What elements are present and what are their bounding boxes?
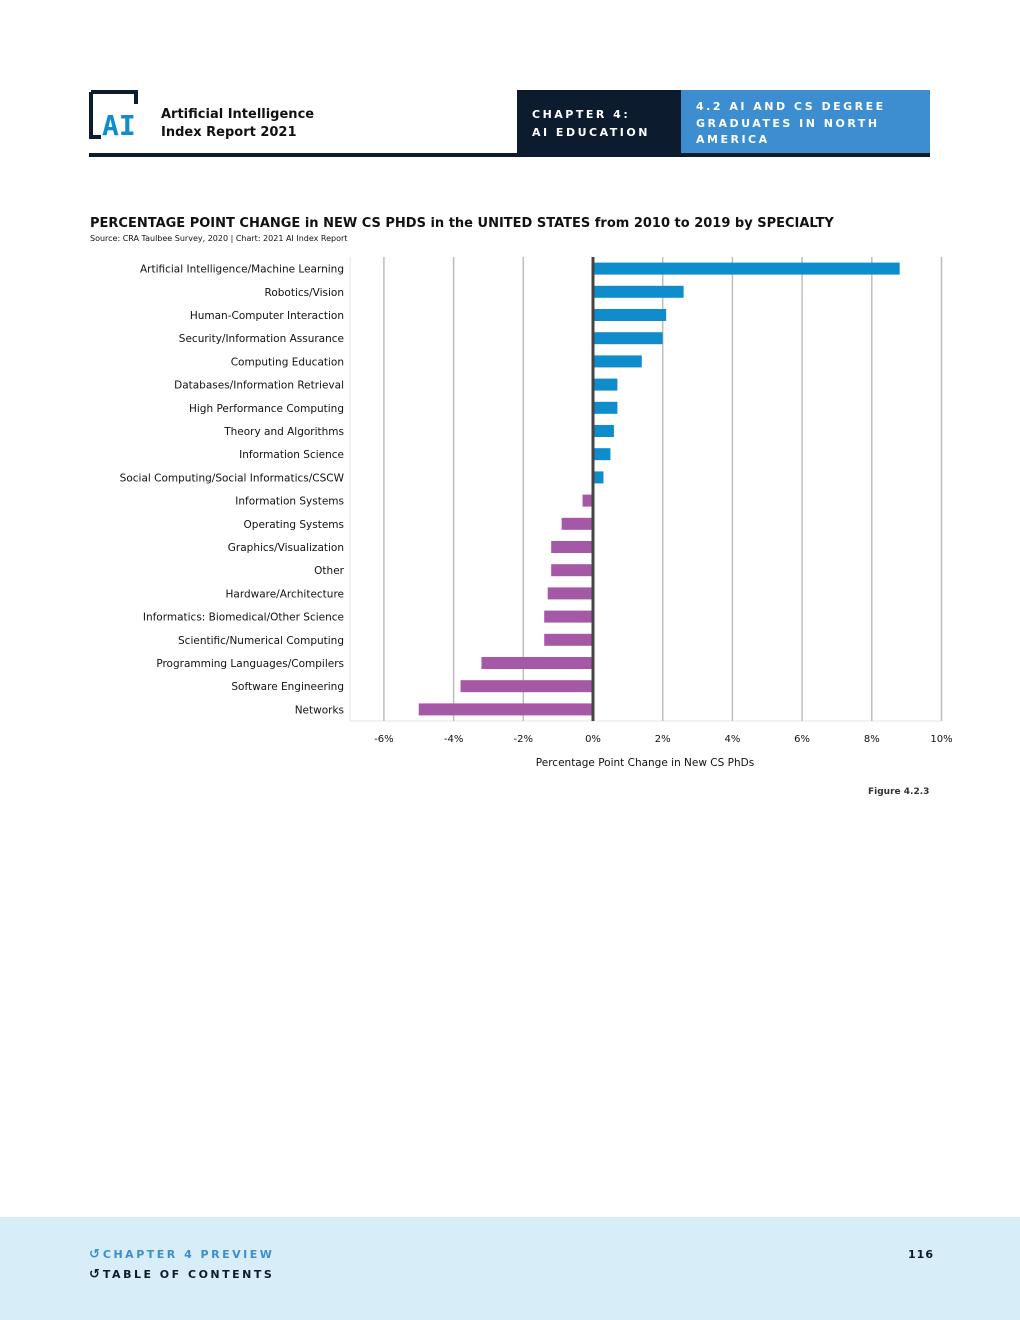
- bar: [593, 309, 667, 321]
- grid-layer: [349, 257, 943, 722]
- bar: [593, 401, 618, 414]
- x-tick-label: -4%: [444, 734, 463, 745]
- x-axis-title: Percentage Point Change in New CS PhDs: [536, 757, 754, 769]
- page-number: 116: [908, 1248, 934, 1261]
- bar: [593, 262, 900, 275]
- bar: [582, 494, 593, 507]
- category-label: Information Systems: [235, 496, 344, 508]
- section-line2: GRADUATES IN NORTH: [696, 116, 880, 130]
- category-label: Informatics: Biomedical/Other Science: [143, 612, 344, 624]
- category-label: High Performance Computing: [189, 403, 344, 415]
- section-line3: AMERICA: [696, 133, 770, 146]
- bar: [593, 448, 611, 461]
- category-label: Programming Languages/Compilers: [156, 658, 344, 670]
- section-box: 4.2 AI AND CS DEGREE GRADUATES IN NORTH …: [681, 90, 930, 153]
- x-tick-label: 4%: [724, 734, 740, 745]
- category-label: Graphics/Visualization: [228, 542, 344, 554]
- bar: [460, 680, 593, 693]
- return-arrow-icon: ↺: [89, 1247, 100, 1262]
- category-label: Software Engineering: [231, 681, 344, 693]
- header-divider: [89, 153, 930, 157]
- x-tick-label: 10%: [930, 734, 952, 745]
- category-label: Human-Computer Interaction: [190, 310, 344, 322]
- bar-layer: [418, 262, 900, 716]
- bar: [593, 285, 684, 298]
- chapter-line1: CHAPTER 4:: [532, 108, 631, 121]
- category-label: Other: [314, 565, 344, 577]
- bar-chart: Artificial Intelligence/Machine Learning…: [120, 257, 953, 769]
- table-of-contents-link[interactable]: ↺ TABLE OF CONTENTS: [89, 1267, 274, 1282]
- x-tick-label: 8%: [864, 734, 880, 745]
- bar: [544, 633, 593, 646]
- bar: [544, 610, 593, 623]
- category-label: Operating Systems: [244, 519, 344, 531]
- section-line1: 4.2 AI AND CS DEGREE: [696, 100, 886, 113]
- category-label: Security/Information Assurance: [179, 333, 344, 345]
- tick-label-layer: -6% -4% -2% 0% 2% 4% 6% 8% 10%: [374, 734, 952, 745]
- x-tick-label: 0%: [585, 734, 601, 745]
- footer: ↺ CHAPTER 4 PREVIEW ↺ TABLE OF CONTENTS 11…: [0, 1217, 1020, 1320]
- category-label: Information Science: [239, 449, 344, 461]
- x-tick-label: 2%: [655, 734, 671, 745]
- category-label: Scientific/Numerical Computing: [178, 635, 344, 647]
- category-label: Theory and Algorithms: [223, 426, 344, 438]
- bar: [593, 425, 614, 437]
- x-tick-label: -2%: [514, 734, 533, 745]
- bar: [593, 471, 604, 484]
- chapter-line2: AI EDUCATION: [532, 126, 650, 139]
- bar: [593, 355, 642, 368]
- table-of-contents-label: TABLE OF CONTENTS: [102, 1268, 275, 1281]
- report-title-line1: Artificial Intelligence: [161, 107, 315, 122]
- bar: [551, 541, 593, 553]
- bar: [593, 378, 618, 391]
- chart-source: Source: CRA Taulbee Survey, 2020 | Chart…: [90, 234, 348, 243]
- category-label: Social Computing/Social Informatics/CSCW: [120, 472, 345, 484]
- report-title-line2: Index Report 2021: [161, 125, 297, 140]
- report-header: AI Artificial Intelligence Index Report …: [89, 90, 930, 157]
- category-label-layer: Artificial Intelligence/Machine Learning…: [120, 264, 345, 717]
- category-label: Computing Education: [231, 356, 344, 368]
- bar: [418, 703, 593, 716]
- ai-index-logo: AI: [89, 90, 138, 142]
- bar: [551, 564, 593, 577]
- bar: [547, 587, 593, 600]
- category-label: Artificial Intelligence/Machine Learning: [140, 264, 344, 276]
- category-label: Networks: [295, 704, 344, 716]
- category-label: Hardware/Architecture: [225, 588, 344, 600]
- report-title: Artificial Intelligence Index Report 202…: [161, 106, 314, 142]
- bar: [481, 657, 593, 669]
- x-tick-label: -6%: [374, 734, 393, 745]
- logo-text: AI: [102, 109, 136, 142]
- bar: [593, 332, 663, 345]
- figure-label: Figure 4.2.3: [868, 787, 930, 797]
- category-label: Robotics/Vision: [265, 287, 345, 299]
- chapter-box: CHAPTER 4: AI EDUCATION: [517, 90, 681, 153]
- return-arrow-icon: ↺: [89, 1267, 100, 1282]
- chart-title: PERCENTAGE POINT CHANGE in NEW CS PHDS i…: [90, 216, 834, 231]
- category-label: Databases/Information Retrieval: [174, 380, 344, 392]
- x-tick-label: 6%: [794, 734, 810, 745]
- chapter-preview-link[interactable]: ↺ CHAPTER 4 PREVIEW: [89, 1247, 274, 1262]
- bar: [561, 517, 593, 530]
- chapter-preview-label: CHAPTER 4 PREVIEW: [102, 1248, 275, 1261]
